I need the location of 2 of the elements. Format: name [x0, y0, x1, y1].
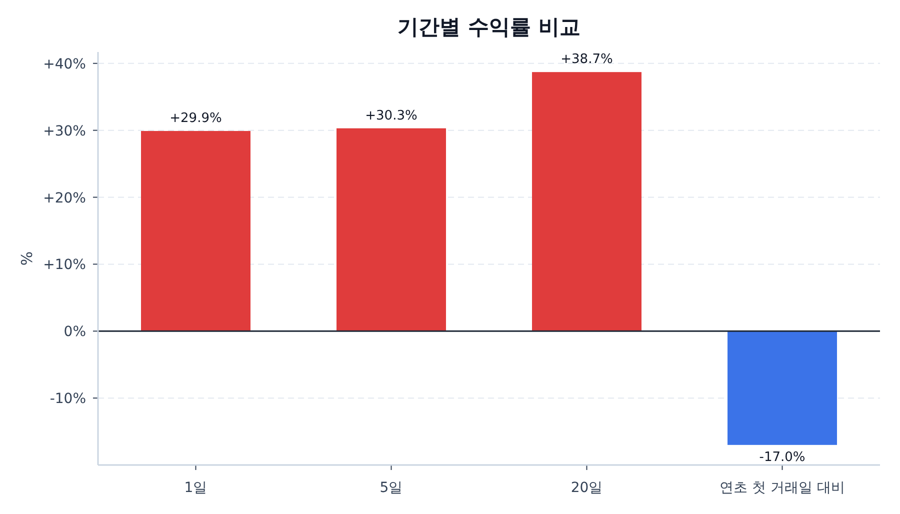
- ylabel: %: [18, 251, 36, 266]
- title: 기간별 수익률 비교: [398, 15, 580, 39]
